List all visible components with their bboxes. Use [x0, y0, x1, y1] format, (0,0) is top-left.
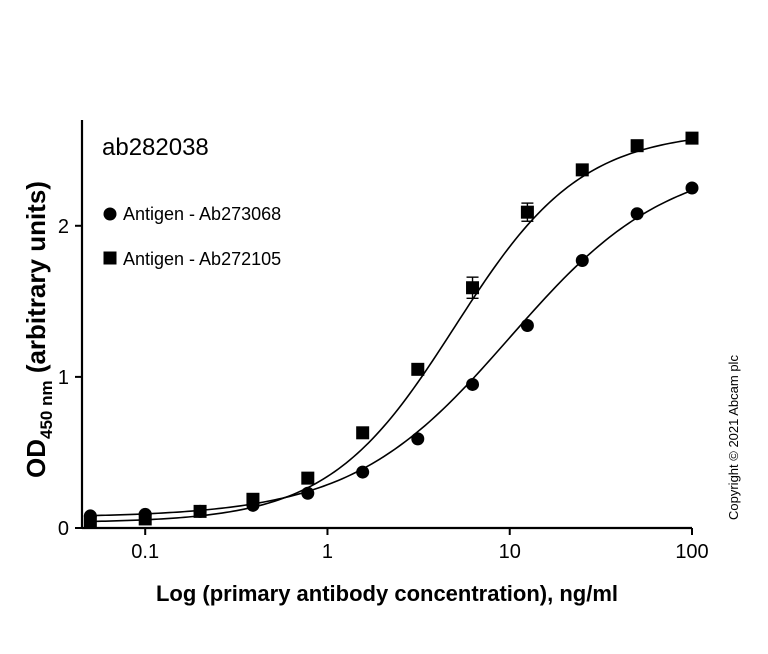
y-axis-title: OD450 nm (arbitrary units) [21, 181, 56, 478]
legend-label-series-1: Antigen - Ab273068 [123, 204, 281, 224]
copyright-text: Copyright © 2021 Abcam plc [726, 355, 741, 520]
data-points [83, 131, 699, 529]
data-point-series-2 [83, 515, 97, 529]
data-point-series-2 [466, 281, 480, 295]
fit-curves [90, 138, 693, 523]
data-point-series-1 [520, 319, 534, 333]
data-point-series-2 [411, 362, 425, 376]
data-point-series-2 [630, 139, 644, 153]
data-point-series-1 [356, 465, 370, 479]
data-point-series-2 [356, 426, 370, 440]
data-point-series-2 [685, 131, 699, 145]
axes [80, 120, 692, 530]
data-point-series-2 [520, 205, 534, 219]
data-point-series-1 [411, 432, 425, 446]
legend: Antigen - Ab273068 Antigen - Ab272105 [103, 204, 281, 269]
data-point-series-1 [685, 181, 699, 195]
data-point-series-2 [575, 163, 589, 177]
x-tick-label: 0.1 [131, 541, 159, 563]
data-point-series-2 [301, 471, 315, 485]
legend-marker-square [103, 251, 117, 265]
y-axis-title-main: OD [21, 439, 51, 478]
x-tick-label: 100 [675, 541, 708, 563]
data-point-series-2 [138, 512, 152, 526]
data-point-series-1 [466, 377, 480, 391]
y-axis-title-subscript: 450 nm [37, 380, 56, 439]
fit-curve-series-2 [90, 138, 693, 523]
y-tick-label: 1 [58, 367, 69, 389]
x-tick-label: 10 [499, 541, 521, 563]
data-point-series-1 [575, 254, 589, 268]
data-point-series-1 [301, 486, 315, 500]
legend-label-series-2: Antigen - Ab272105 [123, 249, 281, 269]
data-point-series-2 [246, 492, 260, 506]
y-ticks: 0 1 2 [58, 216, 82, 540]
chart-title: ab282038 [102, 134, 209, 161]
x-axis-title: Log (primary antibody concentration), ng… [156, 581, 618, 606]
fit-curve-series-1 [90, 189, 693, 517]
x-ticks: 0.1 1 10 100 [131, 528, 709, 563]
y-axis-title-rest: (arbitrary units) [21, 181, 51, 380]
y-tick-label: 2 [58, 216, 69, 238]
data-point-series-1 [630, 207, 644, 221]
data-point-series-2 [193, 504, 207, 518]
x-tick-label: 1 [322, 541, 333, 563]
legend-marker-circle [103, 207, 117, 221]
y-tick-label: 0 [58, 518, 69, 540]
